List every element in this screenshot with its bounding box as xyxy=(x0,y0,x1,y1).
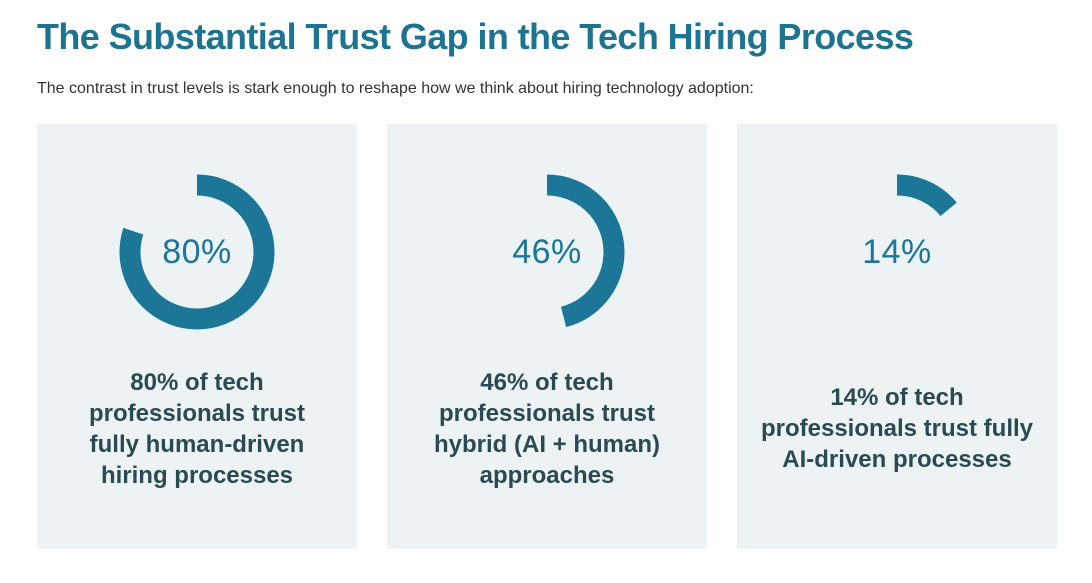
stat-card-hybrid: 46% 46% of tech professionals trust hybr… xyxy=(387,124,707,549)
donut-chart-human-driven: 80% xyxy=(117,172,277,332)
donut-chart-ai-driven: 14% xyxy=(817,172,977,332)
stat-card-human-driven: 80% 80% of tech professionals trust full… xyxy=(37,124,357,549)
stat-card-caption: 46% of tech professionals trust hybrid (… xyxy=(433,368,660,489)
donut-arc xyxy=(119,174,275,330)
stat-card-ai-driven: 14% 14% of tech professionals trust full… xyxy=(737,124,1057,549)
stat-cards-row: 80% 80% of tech professionals trust full… xyxy=(37,124,1057,549)
donut-arc-svg xyxy=(469,174,625,330)
donut-arc-svg xyxy=(819,174,975,330)
stat-card-caption: 14% of tech professionals trust fully AI… xyxy=(760,384,1034,473)
donut-percent-label: 14% xyxy=(862,232,932,271)
donut-arc xyxy=(469,174,625,330)
page-title: The Substantial Trust Gap in the Tech Hi… xyxy=(37,16,914,57)
donut-percent-label: 80% xyxy=(162,232,232,271)
donut-arc xyxy=(819,174,975,330)
donut-percent-label: 46% xyxy=(512,232,582,271)
donut-chart-hybrid: 46% xyxy=(467,172,627,332)
page-subtitle: The contrast in trust levels is stark en… xyxy=(37,80,754,97)
donut-arc-svg xyxy=(119,174,275,330)
stat-card-caption: 80% of tech professionals trust fully hu… xyxy=(88,368,306,489)
